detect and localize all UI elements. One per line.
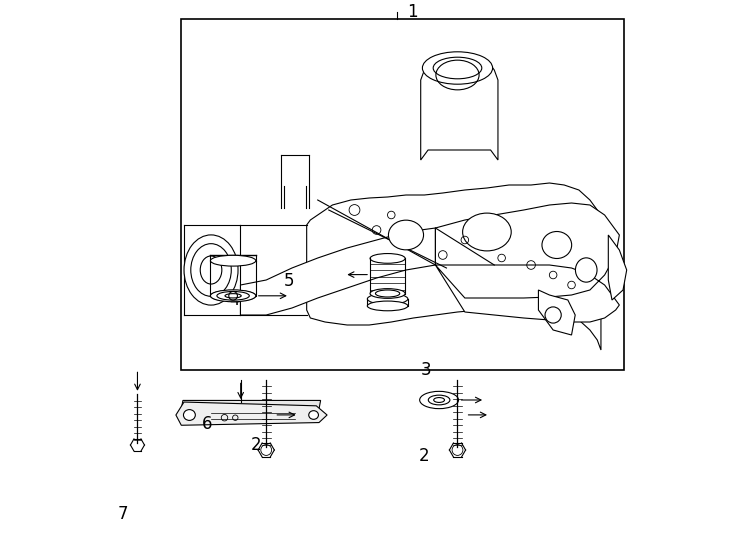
Polygon shape [181, 401, 321, 409]
Ellipse shape [367, 294, 408, 305]
Ellipse shape [575, 258, 597, 282]
Text: 7: 7 [117, 505, 128, 523]
Ellipse shape [184, 410, 195, 421]
Polygon shape [435, 203, 619, 322]
Polygon shape [241, 228, 435, 315]
Ellipse shape [433, 57, 482, 79]
Polygon shape [307, 183, 619, 350]
Ellipse shape [420, 392, 459, 409]
Ellipse shape [542, 232, 572, 259]
Ellipse shape [211, 255, 255, 266]
Text: 3: 3 [421, 361, 432, 379]
Polygon shape [176, 402, 327, 426]
Bar [181, 19, 623, 370]
Ellipse shape [211, 290, 255, 302]
Ellipse shape [462, 213, 511, 251]
Ellipse shape [367, 301, 408, 311]
Text: 2: 2 [418, 447, 429, 465]
Polygon shape [608, 235, 627, 300]
Ellipse shape [370, 254, 405, 264]
Polygon shape [421, 65, 498, 160]
Polygon shape [539, 290, 575, 335]
Text: 1: 1 [407, 3, 418, 21]
Text: 5: 5 [283, 272, 294, 290]
Ellipse shape [388, 220, 424, 250]
Text: 6: 6 [203, 415, 213, 433]
Ellipse shape [422, 52, 493, 84]
Text: 2: 2 [251, 436, 261, 455]
Ellipse shape [370, 289, 405, 299]
Text: 4: 4 [229, 291, 240, 309]
Ellipse shape [309, 411, 319, 420]
Ellipse shape [184, 235, 238, 305]
Ellipse shape [211, 291, 255, 301]
